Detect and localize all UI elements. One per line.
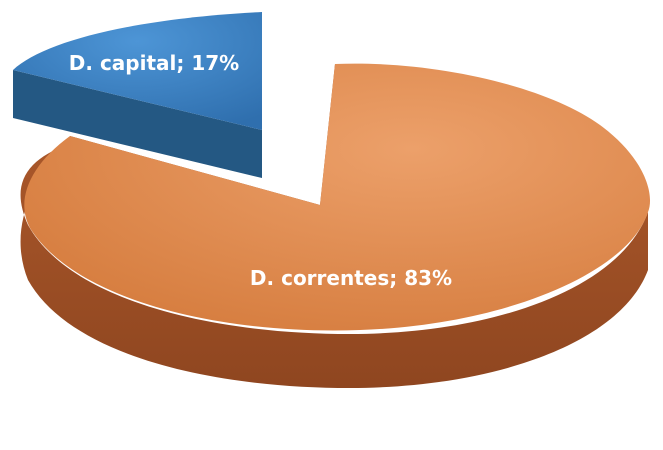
data-label-capital: D. capital; 17%	[69, 51, 239, 75]
pie-slice-side-capital	[13, 70, 262, 178]
pie-slice-rim-correntes	[20, 144, 648, 388]
data-label-correntes: D. correntes; 83%	[250, 266, 452, 290]
pie-slice-capital	[13, 12, 262, 130]
pie-slice-correntes	[24, 63, 651, 331]
